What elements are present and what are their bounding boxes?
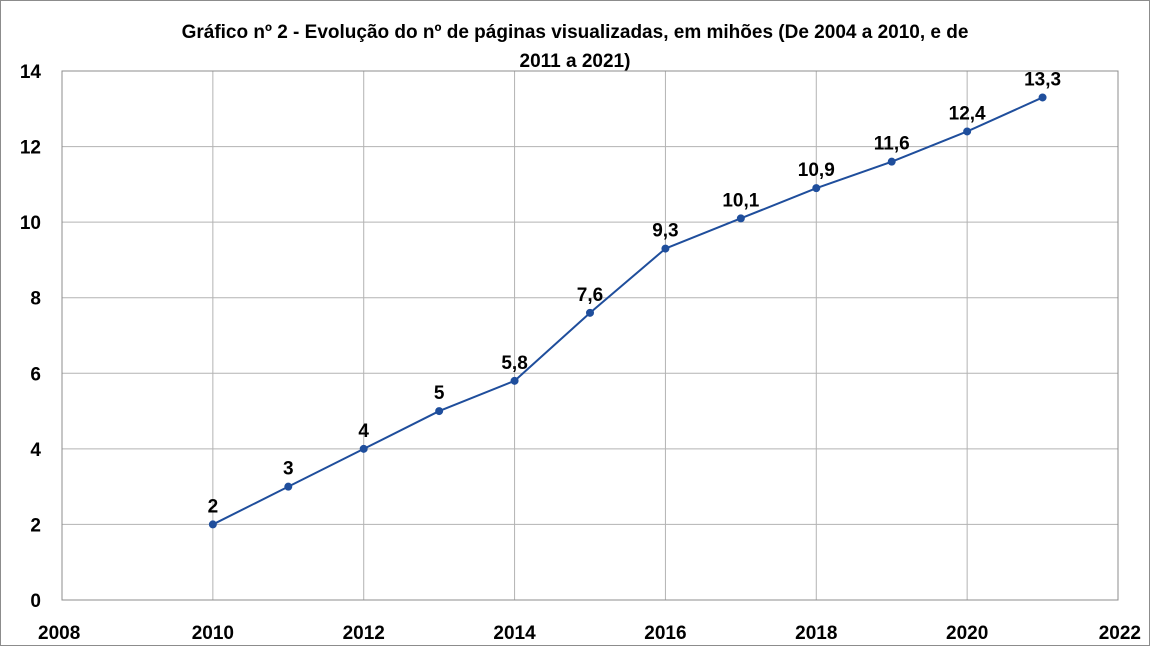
x-tick-label: 2022 bbox=[1099, 623, 1141, 644]
series-line bbox=[212, 96, 1043, 526]
data-point bbox=[963, 127, 972, 136]
data-label: 4 bbox=[358, 421, 369, 442]
data-point bbox=[812, 184, 821, 193]
data-point bbox=[435, 407, 444, 416]
x-tick-label: 2008 bbox=[38, 623, 80, 644]
data-label: 10,9 bbox=[798, 160, 835, 181]
data-label: 3 bbox=[283, 459, 294, 480]
x-tick-label: 2018 bbox=[795, 623, 837, 644]
x-tick-label: 2020 bbox=[946, 623, 988, 644]
plot-area-border bbox=[61, 70, 1119, 601]
y-tick-label: 0 bbox=[30, 591, 41, 612]
data-point bbox=[736, 214, 745, 223]
y-tick-label: 8 bbox=[30, 289, 41, 310]
grid bbox=[61, 70, 1119, 601]
y-tick-label: 10 bbox=[20, 213, 41, 234]
data-label: 9,3 bbox=[652, 221, 678, 242]
data-point bbox=[586, 308, 594, 317]
data-point bbox=[661, 244, 670, 253]
data-label: 5,8 bbox=[501, 353, 527, 374]
data-label: 13,3 bbox=[1024, 69, 1061, 90]
data-point bbox=[510, 376, 519, 385]
y-tick-label: 14 bbox=[20, 62, 42, 83]
data-point bbox=[1038, 93, 1047, 102]
data-label: 11,6 bbox=[874, 134, 910, 155]
data-label: 5 bbox=[434, 383, 445, 404]
chart-title-line-1: Gráfico nº 2 - Evolução do nº de páginas… bbox=[182, 22, 969, 43]
data-label: 12,4 bbox=[949, 103, 986, 124]
data-point bbox=[359, 444, 368, 453]
series: 2 3 4 5 5,8 7,6 9,3 10,1 10,9 11,6 12,4 13,3 bbox=[208, 69, 1061, 529]
y-tick-label: 12 bbox=[20, 138, 41, 159]
axes: 0 2 4 6 8 10 12 14 2008 2010 2012 2014 2016 2018 2020 2… bbox=[20, 62, 1141, 644]
x-tick-label: 2016 bbox=[644, 623, 686, 644]
data-label: 7,6 bbox=[577, 285, 603, 306]
y-tick-label: 4 bbox=[30, 440, 41, 461]
data-point bbox=[208, 520, 217, 529]
x-tick-label: 2012 bbox=[343, 623, 385, 644]
data-point bbox=[284, 482, 293, 491]
data-point bbox=[887, 157, 896, 166]
chart-title-line-2: 2011 a 2021) bbox=[520, 51, 631, 72]
y-tick-label: 6 bbox=[30, 364, 41, 385]
data-label: 10,1 bbox=[722, 190, 759, 211]
y-tick-label: 2 bbox=[30, 515, 41, 536]
x-tick-label: 2010 bbox=[192, 623, 234, 644]
x-tick-label: 2014 bbox=[493, 623, 536, 644]
data-label: 2 bbox=[208, 496, 219, 517]
